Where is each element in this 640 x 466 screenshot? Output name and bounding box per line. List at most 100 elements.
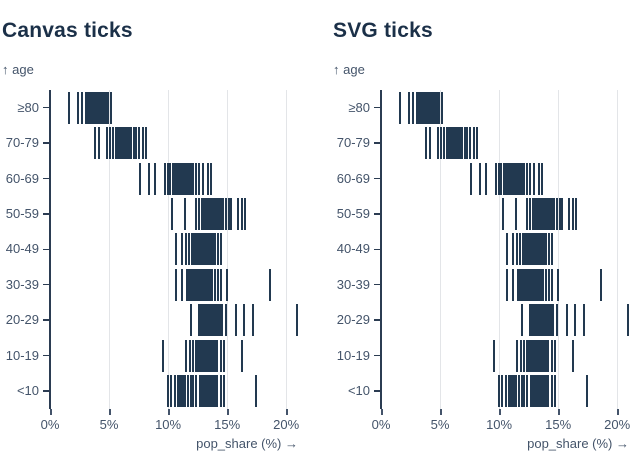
tick-mark — [216, 339, 219, 372]
tick-mark — [542, 304, 545, 337]
tick-mark — [547, 374, 550, 407]
tick-mark — [526, 374, 529, 407]
tick-mark — [550, 374, 553, 407]
tick-mark — [532, 304, 535, 337]
tick-mark — [532, 233, 535, 266]
y-axis-tick — [43, 142, 49, 144]
tick-mark — [506, 268, 509, 301]
x-axis-title: pop_share (%) → — [196, 436, 298, 451]
tick-mark — [106, 91, 109, 124]
tick-mark — [531, 304, 534, 337]
tick-mark — [210, 233, 213, 266]
tick-mark — [208, 304, 211, 337]
tick-mark — [194, 268, 197, 301]
tick-mark — [543, 197, 546, 230]
tick-mark — [183, 162, 186, 195]
y-axis-tick — [374, 354, 380, 357]
tick-mark — [543, 304, 546, 337]
x-axis-tick-label: 15% — [545, 417, 572, 432]
y-axis-label: 20-29 — [336, 312, 370, 328]
tick-mark — [445, 127, 448, 160]
strip-row — [50, 374, 298, 407]
tick-mark — [230, 197, 233, 230]
tick-mark — [219, 374, 222, 407]
tick-mark — [202, 339, 205, 372]
tick-mark — [512, 374, 515, 407]
tick-mark — [525, 339, 528, 372]
tick-mark — [187, 162, 190, 195]
y-axis-label: 70-79 — [336, 135, 370, 151]
tick-mark — [198, 233, 201, 266]
y-axis-label: 70-79 — [5, 135, 39, 151]
tick-mark — [540, 197, 543, 230]
y-axis-label: 30-39 — [5, 276, 39, 292]
tick-mark — [626, 304, 629, 337]
tick-mark — [209, 268, 212, 301]
strip-row — [381, 304, 629, 337]
tick-mark — [92, 91, 95, 124]
tick-mark — [545, 233, 548, 266]
y-axis-label: 10-19 — [5, 347, 39, 363]
tick-mark — [209, 197, 212, 230]
tick-mark — [203, 374, 206, 407]
tick-mark — [130, 127, 133, 160]
tick-mark — [528, 233, 531, 266]
tick-mark — [211, 339, 214, 372]
tick-mark — [97, 91, 100, 124]
tick-mark — [551, 268, 554, 301]
tick-mark — [221, 304, 224, 337]
tick-mark — [509, 162, 512, 195]
tick-mark — [420, 91, 423, 124]
x-axis-tick-label: 0% — [40, 417, 60, 432]
tick-mark — [554, 374, 557, 407]
x-axis-title: pop_share (%) → — [527, 436, 629, 451]
tick-mark — [201, 374, 204, 407]
y-axis-label: 20-29 — [5, 312, 39, 328]
tick-mark — [538, 339, 541, 372]
gridline — [499, 90, 501, 409]
tick-mark — [536, 268, 539, 301]
x-axis-tick — [558, 409, 560, 415]
tick-mark — [85, 91, 88, 124]
tick-mark — [219, 339, 222, 372]
y-axis-tick — [43, 177, 49, 180]
tick-mark — [550, 233, 553, 266]
tick-mark — [117, 127, 120, 160]
tick-mark — [213, 339, 216, 372]
tick-mark — [180, 233, 183, 266]
tick-mark — [203, 304, 206, 337]
tick-mark — [190, 233, 193, 266]
x-axis-tick-label: 15% — [214, 417, 241, 432]
tick-mark — [208, 374, 211, 407]
tick-mark — [255, 374, 258, 407]
tick-mark — [207, 197, 210, 230]
tick-mark — [547, 339, 550, 372]
tick-mark — [529, 374, 532, 407]
tick-mark — [215, 304, 218, 337]
tick-mark — [442, 127, 445, 160]
y-axis-label: 40-49 — [336, 241, 370, 257]
strip-row — [381, 91, 629, 124]
tick-mark — [555, 197, 558, 230]
y-axis-label: 50-59 — [5, 205, 39, 221]
tick-mark — [430, 91, 433, 124]
tick-mark — [437, 91, 440, 124]
tick-mark — [210, 197, 213, 230]
tick-mark — [450, 127, 453, 160]
tick-mark — [544, 339, 547, 372]
tick-mark — [215, 197, 218, 230]
tick-mark — [195, 233, 198, 266]
tick-mark — [498, 374, 501, 407]
tick-mark — [517, 162, 520, 195]
tick-mark — [532, 162, 535, 195]
strip-row — [50, 304, 298, 337]
tick-mark — [412, 91, 415, 124]
tick-mark — [555, 304, 558, 337]
tick-mark — [184, 162, 187, 195]
strip-row — [381, 374, 629, 407]
tick-mark — [172, 162, 175, 195]
tick-mark — [198, 162, 201, 195]
y-axis-label: 30-39 — [336, 276, 370, 292]
tick-mark — [529, 233, 532, 266]
y-axis-tick — [374, 142, 380, 144]
